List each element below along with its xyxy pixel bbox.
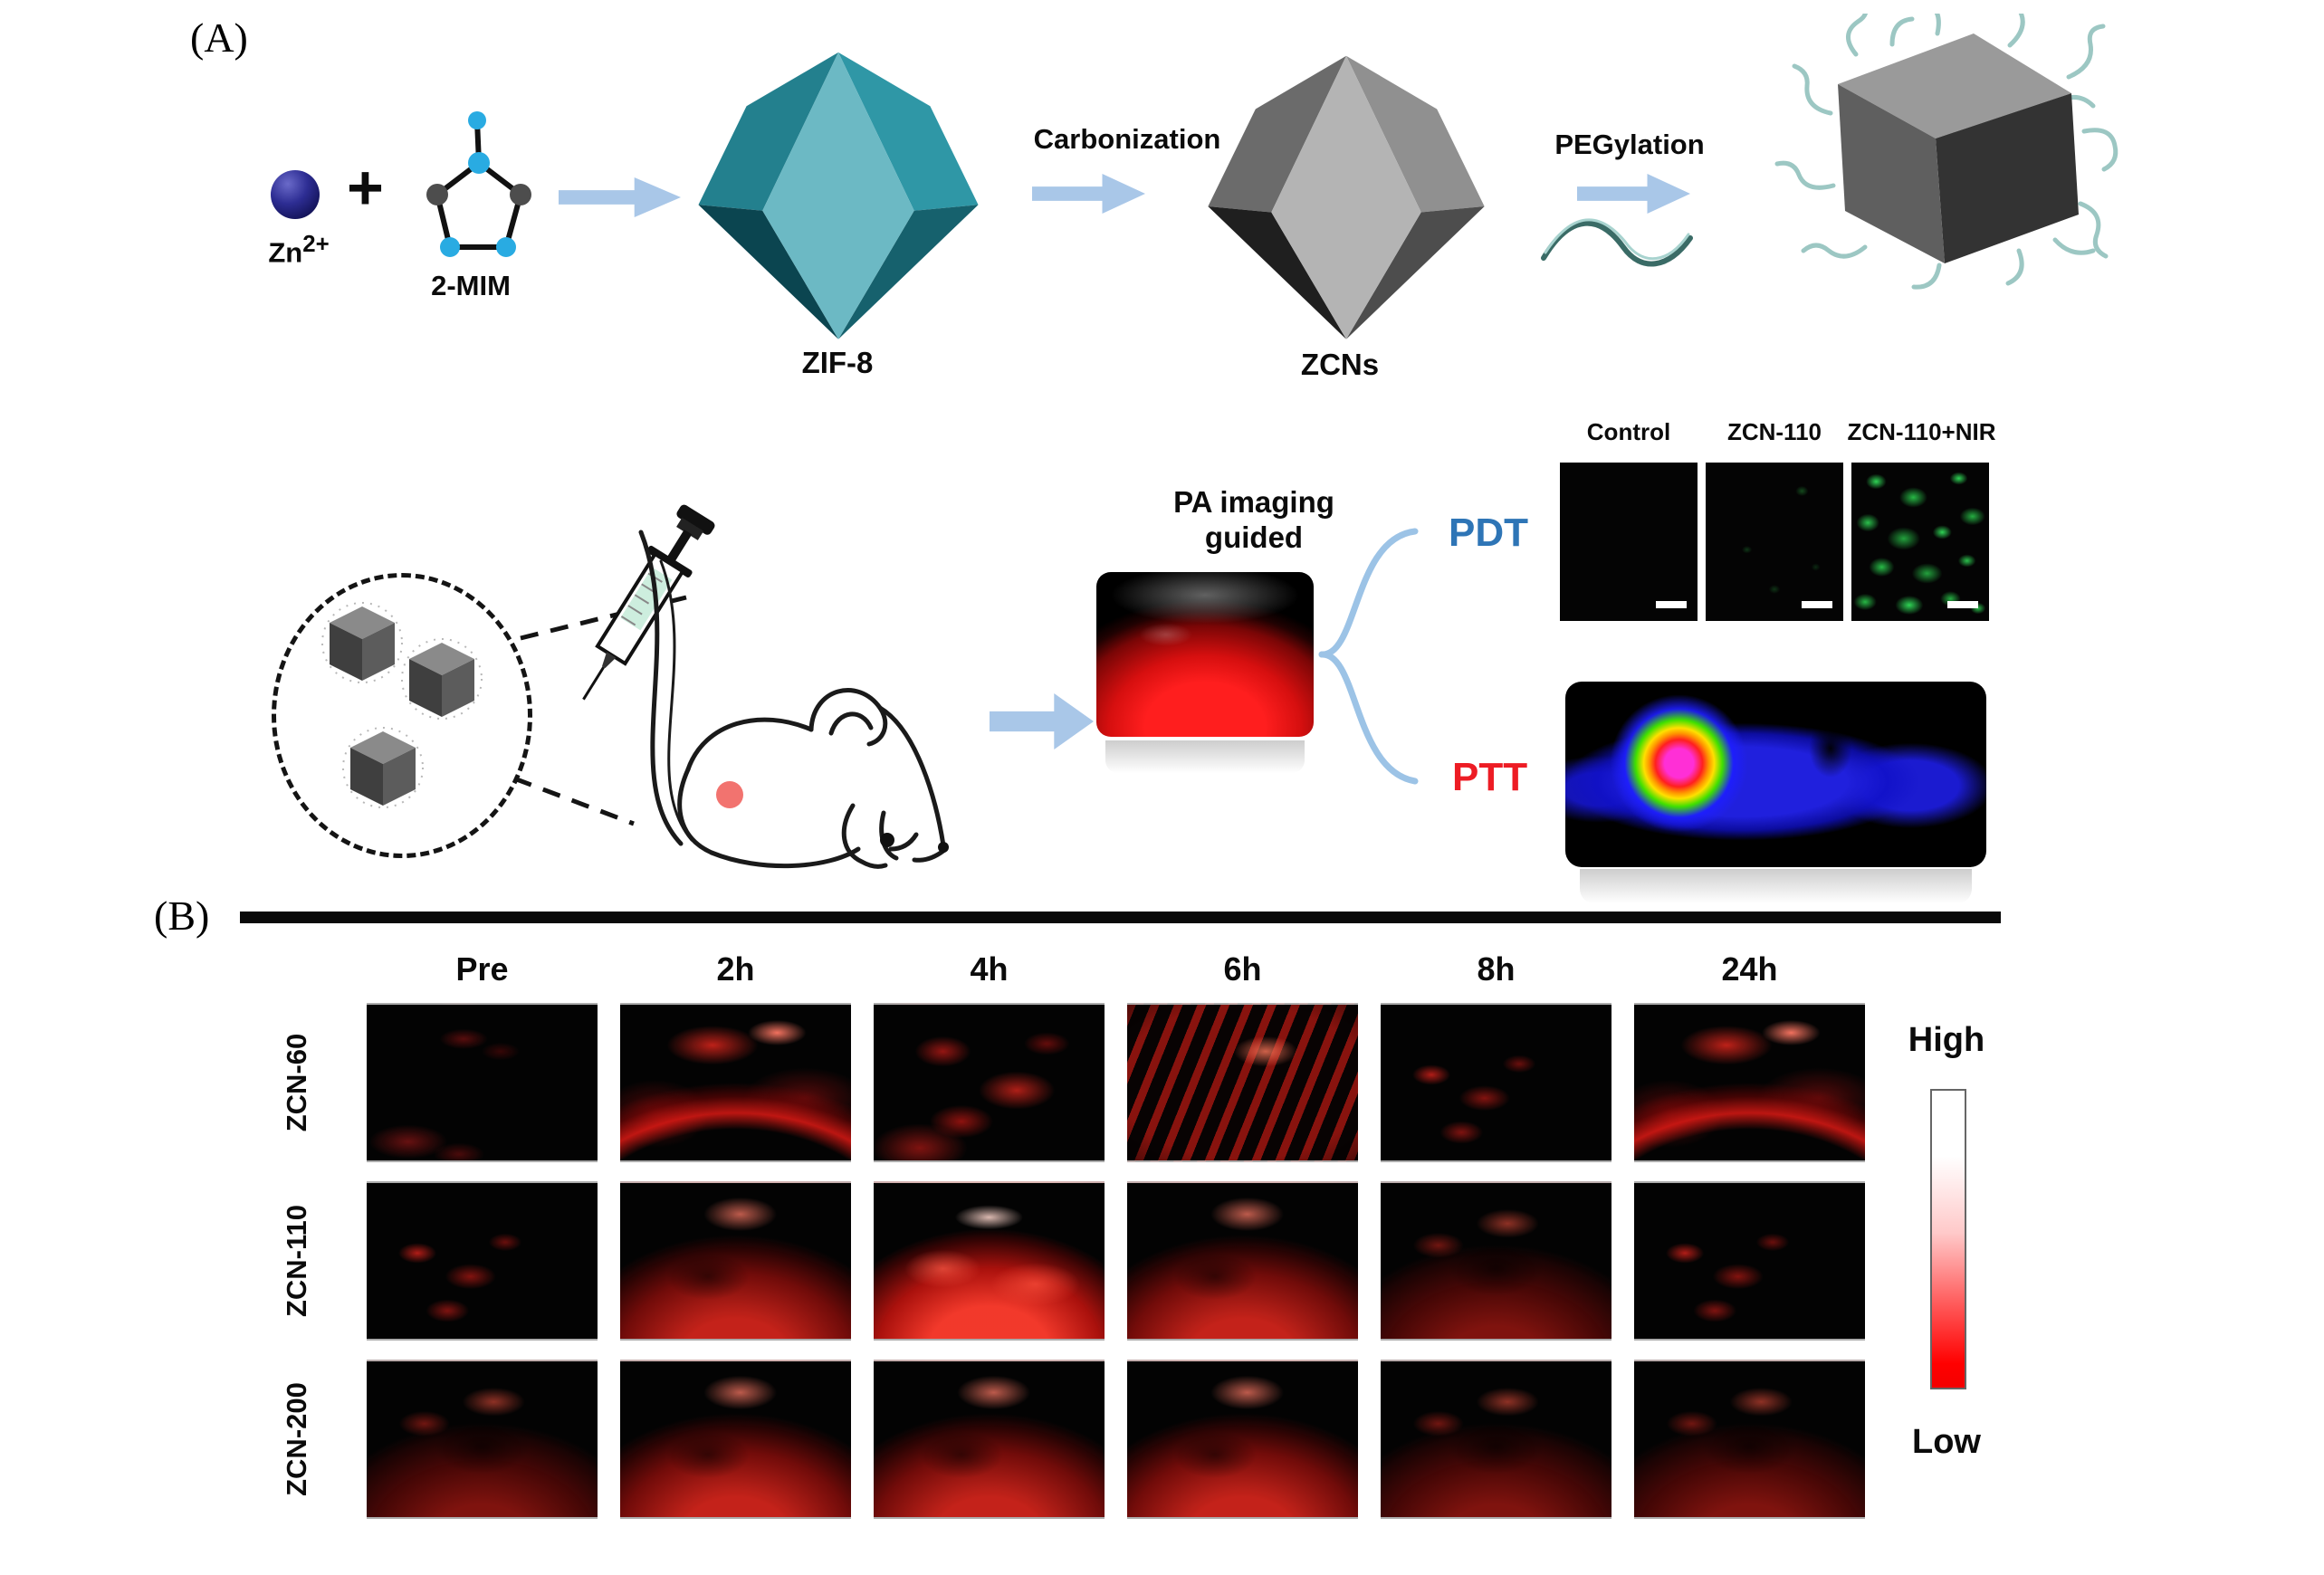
pa-tile-zcn60-4h [874,1003,1105,1162]
syringe-icon [582,504,715,701]
nanoparticle-cube [342,727,424,808]
pegylation-label: PEGylation [1554,129,1705,160]
col-header-8h: 8h [1477,950,1516,988]
fluorescence-label-control: Control [1586,418,1671,445]
scale-bar [1802,601,1832,608]
panel-b-label: (B) [154,892,210,939]
col-header-24h: 24h [1721,950,1778,988]
scale-bar [1947,601,1978,608]
arrow-right-icon [1032,174,1145,214]
pa-guided-image [1096,572,1314,737]
pegylated-nanoparticle [1774,14,2118,290]
pa-tile-zcn60-6h [1127,1003,1358,1162]
thermal-mouse-image [1565,682,1986,867]
zinc-ion-sphere [271,170,320,219]
zinc-ion-label: Zn2+ [249,232,349,269]
pa-tile-zcn60-pre [367,1003,598,1162]
arrow-right-icon [990,693,1094,749]
zcn-polyhedron [1208,55,1485,339]
mim-label: 2-MIM [431,270,511,301]
peg-chain-icon [1541,218,1693,267]
col-header-6h: 6h [1223,950,1262,988]
zinc-symbol: Zn [268,236,303,269]
pa-tile-zcn60-24h [1634,1003,1865,1162]
panel-a-label: (A) [190,14,248,61]
pa-tile-zcn110-6h [1127,1181,1358,1341]
nanoparticle-cube [321,602,403,683]
pa-tile-zcn110-2h [620,1181,851,1341]
pa-tile-zcn110-pre [367,1181,598,1341]
pa-tile-zcn110-4h [874,1181,1105,1341]
plus-sign: + [347,152,384,223]
mim-molecule-icon [426,111,531,257]
pa-tile-zcn200-pre [367,1360,598,1519]
zcns-label: ZCNs [1300,348,1380,381]
pa-tile-zcn200-4h [874,1360,1105,1519]
carbonization-label: Carbonization [1033,123,1221,155]
pa-imaging-label-line1: PA imaging [1173,485,1334,519]
fluorescence-panel-zcn110 [1706,463,1843,621]
pa-tile-zcn60-2h [620,1003,851,1162]
zif8-label: ZIF-8 [801,346,874,379]
pa-tile-zcn110-8h [1381,1181,1611,1341]
panel-b-top-rule [240,912,2001,923]
fluorescence-panel-zcn110-nir [1851,463,1989,621]
row-label-zcn200: ZCN-200 [281,1382,312,1496]
zif8-polyhedron [698,52,979,339]
colorbar-low-label: Low [1912,1423,1981,1461]
ptt-label: PTT [1452,755,1528,799]
colorbar [1930,1089,1966,1389]
pa-image-reflection [1105,740,1305,773]
fluorescence-label-zcn110-nir: ZCN-110+NIR [1847,418,1996,445]
magnified-region-ellipse [272,573,532,858]
fluorescence-panel-control [1560,463,1698,621]
arrow-right-icon [559,177,681,217]
brace-icon [1318,528,1419,785]
row-label-zcn60: ZCN-60 [281,1033,312,1132]
pa-tile-zcn200-6h [1127,1360,1358,1519]
callout-dashed-lines [513,595,687,826]
pa-tile-zcn110-24h [1634,1181,1865,1341]
scale-bar [1656,601,1687,608]
row-label-zcn110: ZCN-110 [281,1204,312,1318]
col-header-4h: 4h [970,950,1009,988]
col-header-pre: Pre [455,950,509,988]
col-header-2h: 2h [716,950,755,988]
pa-tile-zcn60-8h [1381,1003,1611,1162]
pa-imaging-label-line2: guided [1204,520,1304,554]
zinc-charge: 2+ [302,232,330,257]
fluorescence-label-zcn110: ZCN-110 [1726,418,1822,445]
pa-tile-zcn200-8h [1381,1360,1611,1519]
mouse-illustration [638,530,949,869]
pa-tile-zcn200-24h [1634,1360,1865,1519]
pdt-label: PDT [1449,511,1528,555]
pa-tile-zcn200-2h [620,1360,851,1519]
thermal-image-reflection [1580,869,1972,903]
nanoparticle-cube [401,638,483,720]
tumor-dot [716,781,743,808]
colorbar-high-label: High [1908,1021,1985,1059]
